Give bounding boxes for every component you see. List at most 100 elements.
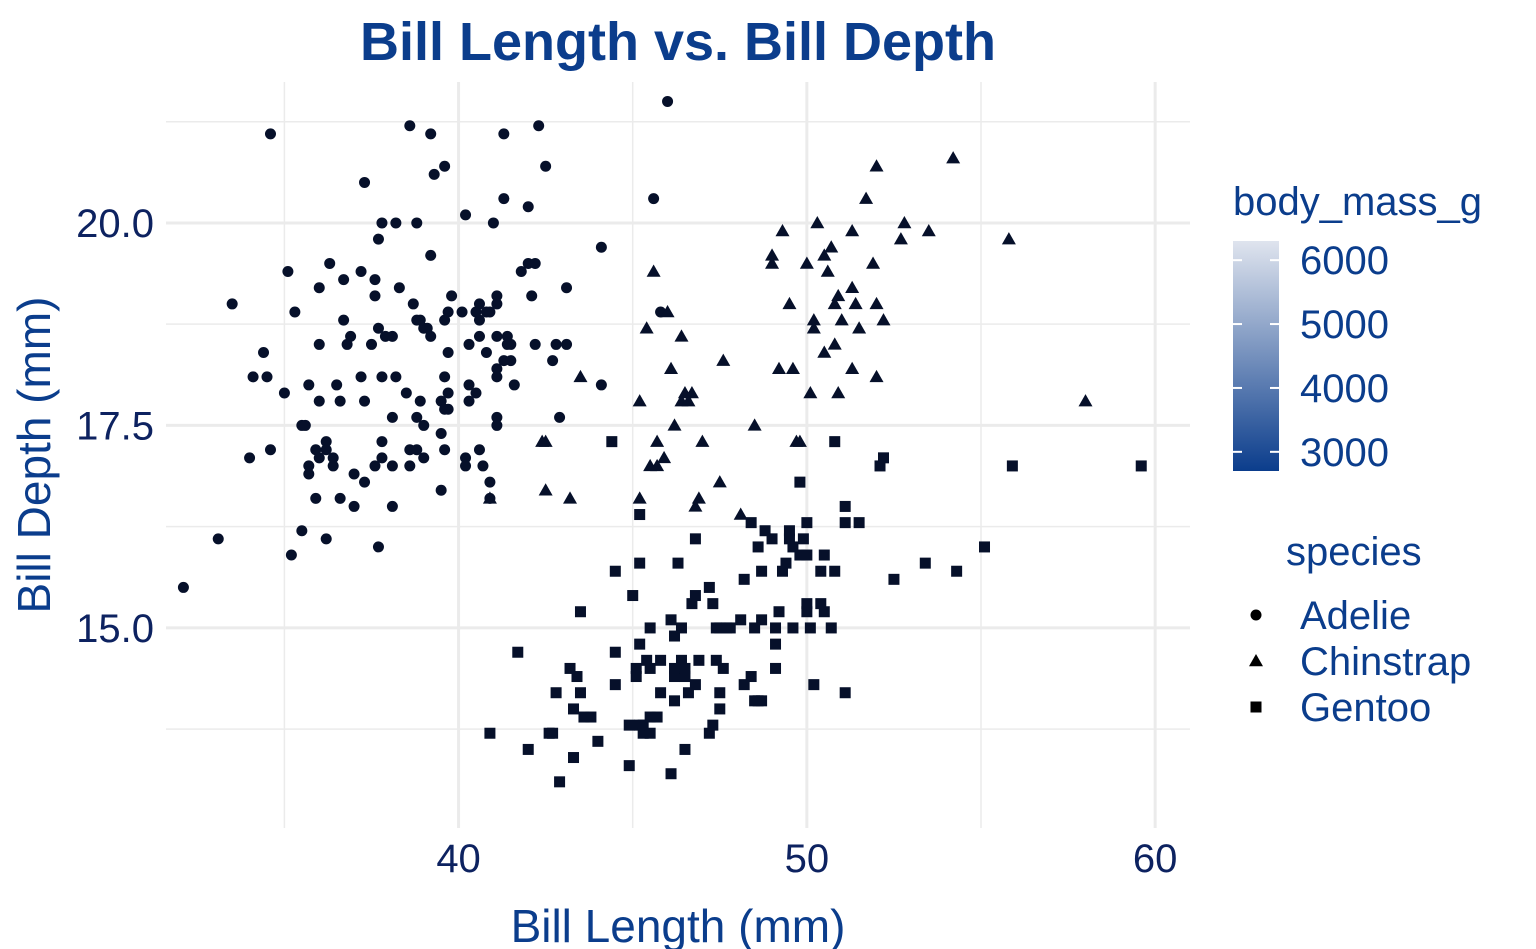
point-adelie — [262, 371, 273, 382]
point-adelie — [425, 331, 436, 342]
point-chinstrap — [539, 483, 553, 495]
point-gentoo — [676, 622, 687, 633]
point-adelie — [279, 388, 290, 399]
point-gentoo — [826, 622, 837, 633]
point-gentoo — [575, 606, 586, 617]
color-legend-label: 4000 — [1300, 367, 1389, 411]
point-chinstrap — [845, 281, 859, 293]
y-tick-label: 20.0 — [76, 202, 154, 246]
point-gentoo — [655, 687, 666, 698]
point-gentoo — [512, 647, 523, 658]
point-adelie — [443, 347, 454, 358]
point-adelie — [648, 193, 659, 204]
color-legend-label: 5000 — [1300, 303, 1389, 347]
point-adelie — [394, 282, 405, 293]
point-adelie — [596, 379, 607, 390]
point-adelie — [509, 379, 520, 390]
point-adelie — [258, 347, 269, 358]
point-gentoo — [840, 687, 851, 698]
point-adelie — [481, 347, 492, 358]
point-gentoo — [592, 736, 603, 747]
point-gentoo — [808, 679, 819, 690]
point-adelie — [387, 412, 398, 423]
point-adelie — [265, 444, 276, 455]
point-gentoo — [690, 679, 701, 690]
point-adelie — [390, 371, 401, 382]
point-gentoo — [693, 655, 704, 666]
point-gentoo — [624, 720, 635, 731]
point-chinstrap — [734, 508, 748, 520]
point-chinstrap — [713, 475, 727, 487]
point-adelie — [477, 460, 488, 471]
point-adelie — [474, 444, 485, 455]
legend-key-chinstrap — [1249, 654, 1263, 666]
point-adelie — [387, 331, 398, 342]
point-adelie — [303, 460, 314, 471]
point-gentoo — [634, 509, 645, 520]
point-chinstrap — [716, 354, 730, 366]
point-gentoo — [725, 622, 736, 633]
point-adelie — [286, 550, 297, 561]
point-gentoo — [690, 590, 701, 601]
point-adelie — [436, 485, 447, 496]
point-chinstrap — [845, 224, 859, 236]
point-gentoo — [714, 703, 725, 714]
point-adelie — [443, 404, 454, 415]
chart-title: Bill Length vs. Bill Depth — [360, 12, 996, 72]
point-chinstrap — [674, 329, 688, 341]
point-chinstrap — [845, 362, 859, 374]
point-gentoo — [784, 525, 795, 536]
point-gentoo — [645, 728, 656, 739]
point-adelie — [265, 128, 276, 139]
point-chinstrap — [946, 151, 960, 163]
point-chinstrap — [647, 265, 661, 277]
point-adelie — [439, 161, 450, 172]
point-gentoo — [801, 598, 812, 609]
point-adelie — [404, 120, 415, 131]
point-chinstrap — [692, 491, 706, 503]
point-adelie — [248, 371, 259, 382]
point-adelie — [296, 525, 307, 536]
point-gentoo — [951, 566, 962, 577]
legend-label-adelie: Adelie — [1300, 594, 1411, 638]
color-legend-bar — [1233, 241, 1279, 471]
point-gentoo — [787, 622, 798, 633]
point-gentoo — [770, 663, 781, 674]
point-chinstrap — [807, 313, 821, 325]
point-chinstrap — [1079, 394, 1093, 406]
point-gentoo — [794, 477, 805, 488]
point-chinstrap — [870, 159, 884, 171]
point-adelie — [335, 493, 346, 504]
point-adelie — [314, 396, 325, 407]
point-chinstrap — [633, 394, 647, 406]
point-adelie — [338, 274, 349, 285]
point-chinstrap — [922, 224, 936, 236]
point-adelie — [356, 266, 367, 277]
point-chinstrap — [782, 297, 796, 309]
point-gentoo — [801, 550, 812, 561]
point-adelie — [401, 388, 412, 399]
y-tick-label: 17.5 — [76, 404, 154, 448]
point-adelie — [282, 266, 293, 277]
point-chinstrap — [824, 240, 838, 252]
point-chinstrap — [800, 256, 814, 268]
point-gentoo — [606, 436, 617, 447]
point-gentoo — [679, 663, 690, 674]
point-gentoo — [819, 606, 830, 617]
point-adelie — [349, 501, 360, 512]
point-adelie — [244, 452, 255, 463]
point-gentoo — [575, 687, 586, 698]
point-gentoo — [627, 590, 638, 601]
point-gentoo — [585, 712, 596, 723]
point-gentoo — [547, 728, 558, 739]
point-adelie — [387, 501, 398, 512]
point-adelie — [303, 379, 314, 390]
point-adelie — [335, 396, 346, 407]
point-adelie — [390, 217, 401, 228]
point-adelie — [443, 307, 454, 318]
point-chinstrap — [664, 362, 678, 374]
point-gentoo — [1136, 460, 1147, 471]
point-gentoo — [739, 574, 750, 585]
point-adelie — [314, 282, 325, 293]
